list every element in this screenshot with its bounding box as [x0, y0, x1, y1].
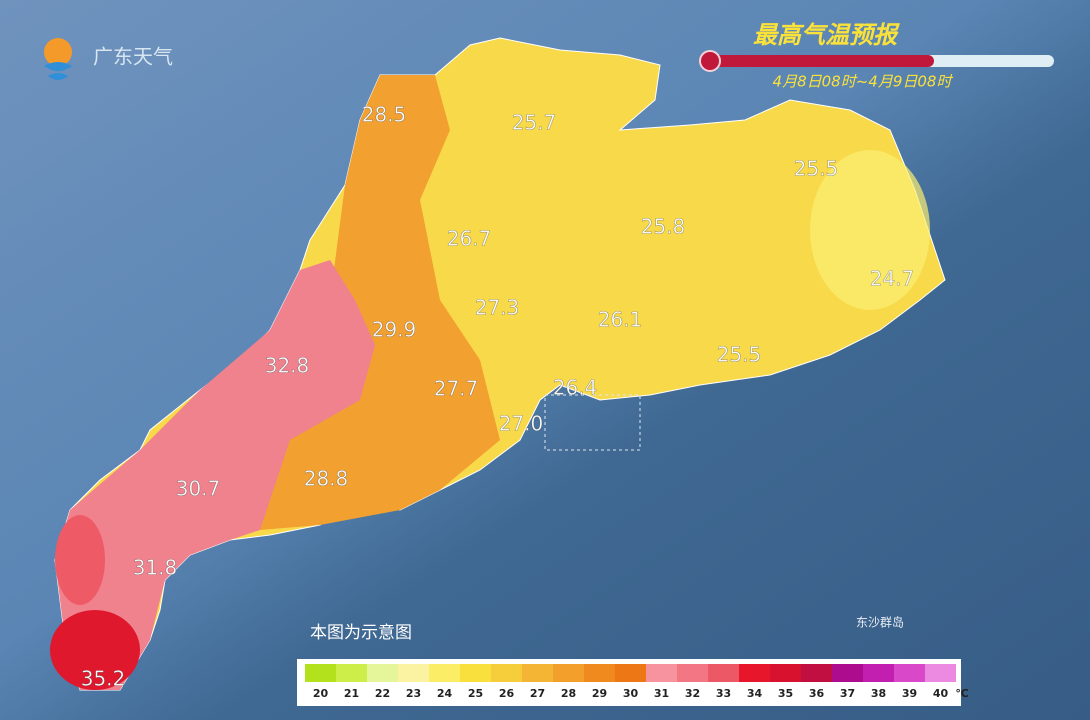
legend-swatch: [894, 664, 925, 682]
temperature-label: 28.8: [304, 467, 349, 491]
temperature-label: 28.5: [362, 103, 407, 127]
temperature-label: 25.5: [717, 343, 762, 367]
legend-label: 31: [654, 687, 669, 700]
hot-core: [55, 515, 105, 605]
logo-text: 广东天气: [93, 45, 173, 69]
map-note: 本图为示意图: [310, 623, 412, 643]
thermo-bulb: [699, 50, 721, 72]
temperature-label: 31.8: [133, 556, 178, 580]
legend-swatch: [863, 664, 894, 682]
island-label: 东沙群岛: [856, 615, 904, 630]
legend-label: 34: [747, 687, 763, 700]
legend-swatch: [615, 664, 646, 682]
temperature-label: 26.4: [553, 376, 598, 400]
legend-swatch: [398, 664, 429, 682]
temperature-label: 27.7: [434, 377, 479, 401]
legend-swatch: [770, 664, 801, 682]
legend-label: 38: [871, 687, 886, 700]
temperature-label: 24.7: [870, 267, 915, 291]
logo-icon: [44, 62, 72, 80]
legend-label: 32: [685, 687, 700, 700]
legend-label: 35: [778, 687, 793, 700]
temperature-label: 29.9: [372, 318, 417, 342]
legend-label: 24: [437, 687, 453, 700]
title: 最高气温预报: [753, 21, 900, 49]
legend-label: 25: [468, 687, 483, 700]
legend-swatch: [801, 664, 832, 682]
legend-swatch: [925, 664, 956, 682]
legend-label: 21: [344, 687, 359, 700]
legend-swatch: [522, 664, 553, 682]
legend-label: 37: [840, 687, 855, 700]
cool-zone: [810, 150, 930, 310]
hot-zone: [55, 260, 375, 690]
subtitle: 4月8日08时~4月9日08时: [773, 73, 954, 91]
legend-swatch: [553, 664, 584, 682]
logo-sun: [44, 38, 72, 66]
legend-swatch: [646, 664, 677, 682]
legend-swatch: [832, 664, 863, 682]
legend-label: 26: [499, 687, 515, 700]
legend-swatch: [460, 664, 491, 682]
legend-label: 33: [716, 687, 731, 700]
legend-label: 27: [530, 687, 545, 700]
temperature-label: 25.8: [641, 215, 686, 239]
temperature-label: 27.0: [499, 412, 544, 436]
temperature-label: 32.8: [265, 354, 310, 378]
legend-label: 40: [933, 687, 949, 700]
legend-label: 36: [809, 687, 825, 700]
legend-swatch: [367, 664, 398, 682]
legend-label: 29: [592, 687, 607, 700]
legend-swatch: [708, 664, 739, 682]
legend-unit: ℃: [955, 687, 968, 700]
legend-swatch: [429, 664, 460, 682]
legend-swatch: [491, 664, 522, 682]
legend-swatch: [336, 664, 367, 682]
temperature-label: 27.3: [475, 296, 520, 320]
legend-swatch: [677, 664, 708, 682]
legend-swatch: [305, 664, 336, 682]
temperature-label: 25.5: [794, 157, 839, 181]
thermo-fill: [712, 55, 934, 67]
legend-label: 23: [406, 687, 421, 700]
hottest-zone: [50, 610, 140, 690]
temperature-label: 30.7: [176, 477, 221, 501]
hk-macau-box: [544, 394, 641, 451]
legend-label: 20: [313, 687, 329, 700]
legend-swatch: [739, 664, 770, 682]
legend-label: 30: [623, 687, 639, 700]
legend-label: 39: [902, 687, 917, 700]
legend-swatch: [584, 664, 615, 682]
legend-label: 22: [375, 687, 390, 700]
temperature-label: 25.7: [512, 111, 557, 135]
temperature-label: 35.2: [81, 667, 126, 691]
temperature-label: 26.1: [598, 308, 643, 332]
legend-label: 28: [561, 687, 576, 700]
temperature-label: 26.7: [447, 227, 492, 251]
